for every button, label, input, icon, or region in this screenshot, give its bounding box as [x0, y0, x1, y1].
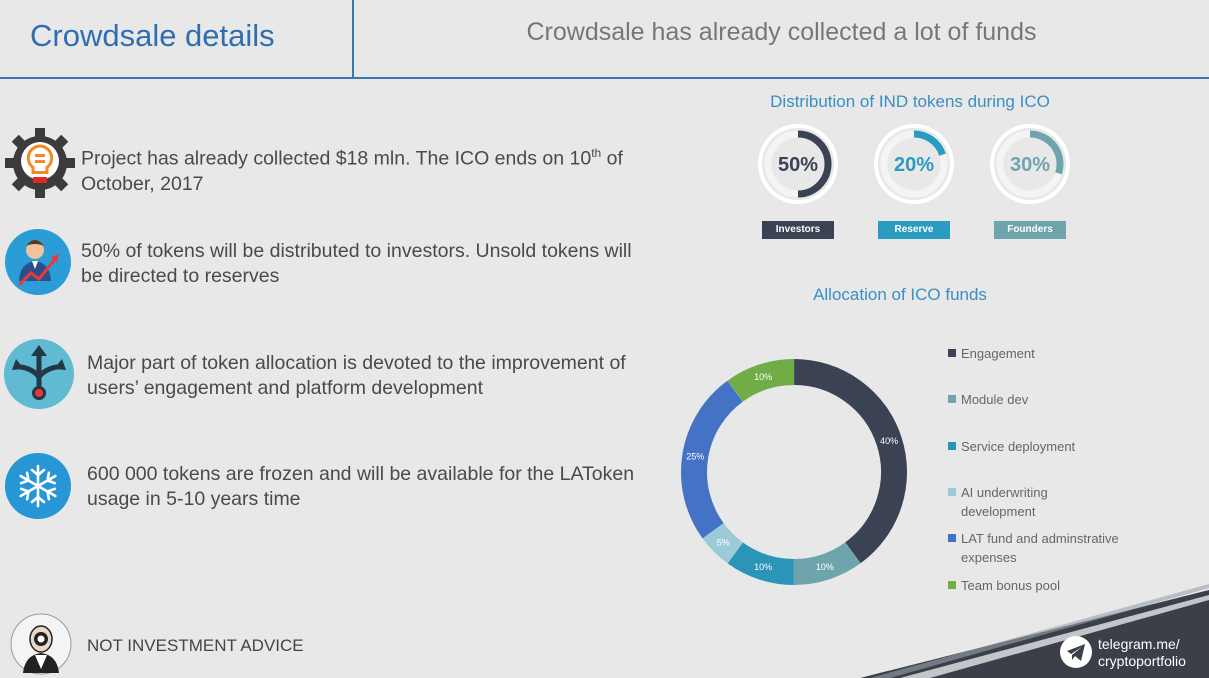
allocation-legend-item: AI underwriting development: [948, 483, 1048, 521]
distribution-value-label: 30%: [1010, 154, 1050, 176]
disclaimer: NOT INVESTMENT ADVICE: [87, 636, 304, 655]
distribution-value-label: 20%: [894, 154, 934, 176]
distribution-ring-founders: [1029, 130, 1064, 175]
allocation-slice: [793, 542, 861, 585]
allocation-legend-item: Service deployment: [948, 437, 1075, 456]
allocation-slice-label: 10%: [816, 562, 834, 572]
allocation-slice-label: 5%: [717, 538, 730, 548]
page-title: Crowdsale details: [30, 18, 275, 53]
investor-growth-icon: [5, 229, 71, 295]
allocation-legend-item: Team bonus pool: [948, 576, 1060, 595]
distribution-rings: 50% 20% 30%: [758, 124, 1070, 204]
fact-frozen-tokens: 600 000 tokens are frozen and will be av…: [87, 463, 635, 510]
allocation-slice: [727, 542, 795, 585]
legend-swatch: [948, 395, 956, 403]
distribution-legend-reserve: Reserve: [878, 221, 950, 239]
header: Crowdsale details Crowdsale has already …: [0, 0, 1209, 79]
distribution-ring-outer: [874, 124, 954, 204]
allocation-legend-item: Engagement: [948, 344, 1035, 363]
legend-swatch: [948, 442, 956, 450]
snowflake-icon: [5, 453, 71, 519]
allocation-legend-item: Module dev: [948, 390, 1028, 409]
distribution-ring-reserve: [913, 130, 946, 157]
header-divider: [352, 0, 354, 77]
distribution-legend-founders: Founders: [994, 221, 1066, 239]
distribution-chart-title: Distribution of IND tokens during ICO: [770, 92, 1050, 111]
telegram-icon[interactable]: [1060, 636, 1092, 668]
distribution-legend-investors: Investors: [762, 221, 834, 239]
fact-funds-collected: Project has already collected $18 mln. T…: [81, 146, 623, 195]
allocation-slice: [793, 359, 907, 564]
legend-swatch: [948, 488, 956, 496]
telegram-link[interactable]: telegram.me/cryptoportfolio: [1098, 636, 1186, 669]
allocation-slice: [681, 380, 744, 539]
allocation-chart-title: Allocation of ICO funds: [813, 285, 987, 304]
allocation-legend-item: LAT fund and adminstrative expenses: [948, 529, 1119, 567]
fact-token-allocation: Major part of token allocation is devote…: [87, 352, 626, 399]
page-subtitle: Crowdsale has already collected a lot of…: [526, 18, 1037, 46]
distribution-value-label: 50%: [778, 154, 818, 176]
legend-swatch: [948, 534, 956, 542]
avatar: [10, 613, 72, 675]
allocation-donut: 40% 10% 10% 5% 25% 10%: [681, 356, 907, 588]
distribution-ring-investors: [797, 130, 832, 198]
fact-investor-distribution: 50% of tokens will be distributed to inv…: [81, 240, 632, 287]
legend-swatch: [948, 349, 956, 357]
allocation-slice-label: 10%: [754, 372, 772, 382]
allocation-slice-label: 25%: [686, 451, 704, 461]
corner-banner: [860, 584, 1209, 678]
split-arrows-icon: [4, 339, 74, 409]
allocation-slice-label: 40%: [880, 436, 898, 446]
legend-swatch: [948, 581, 956, 589]
allocation-slice-label: 10%: [754, 562, 772, 572]
distribution-ring-outer: [758, 124, 838, 204]
distribution-ring-outer: [990, 124, 1070, 204]
lightbulb-gear-icon: [5, 128, 75, 198]
allocation-slice: [727, 359, 795, 402]
